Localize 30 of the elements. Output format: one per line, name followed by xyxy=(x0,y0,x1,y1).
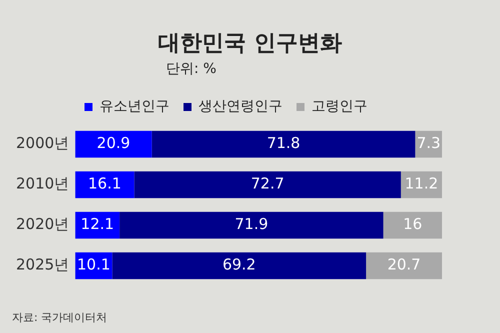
data-label: 72.7 xyxy=(250,174,284,193)
data-label: 69.2 xyxy=(222,256,256,274)
y-tick-label: 2020년 xyxy=(16,215,70,234)
data-label: 71.8 xyxy=(266,134,300,152)
bar xyxy=(152,130,416,158)
data-label: 71.9 xyxy=(234,215,268,234)
chart-title: 대한민국 인구변화 xyxy=(157,30,343,58)
bar xyxy=(75,130,152,158)
data-label: 20.7 xyxy=(387,256,421,274)
y-tick-label: 2010년 xyxy=(16,174,70,193)
data-label: 7.3 xyxy=(416,134,441,152)
data-label: 10.1 xyxy=(76,256,110,274)
bar xyxy=(120,212,384,239)
bar xyxy=(112,252,366,280)
bar xyxy=(75,171,134,198)
chart-subtitle: 단위: % xyxy=(166,60,216,78)
data-label: 12.1 xyxy=(80,215,114,234)
data-label: 20.9 xyxy=(96,134,130,152)
y-tick-label: 2025년 xyxy=(16,256,70,274)
legend-label: 유소년인구 xyxy=(100,98,170,115)
data-label: 16 xyxy=(403,215,422,234)
data-label: 11.2 xyxy=(404,174,438,193)
legend-label: 고령인구 xyxy=(312,98,368,115)
bar xyxy=(134,171,401,198)
text: 자료: 국가데이터처 xyxy=(12,310,108,325)
y-tick-label: 2000년 xyxy=(16,134,70,152)
bar xyxy=(366,252,442,280)
bar xyxy=(383,212,442,239)
legend-label: 생산연령인구 xyxy=(198,98,282,115)
data-label: 16.1 xyxy=(88,174,122,193)
